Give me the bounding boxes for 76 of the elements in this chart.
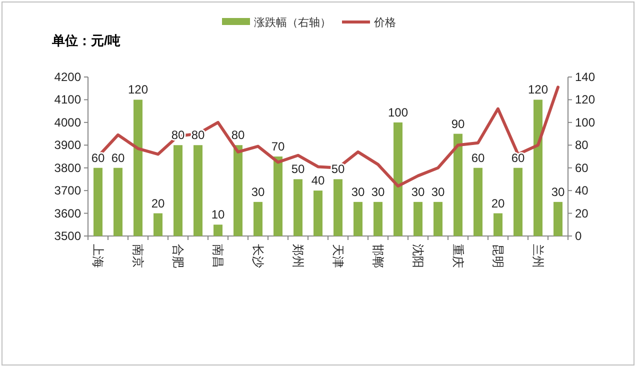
bar: [194, 145, 202, 236]
legend-label: 涨跌幅（右轴）: [254, 16, 331, 29]
x-tick-label: 合肥: [171, 244, 185, 268]
bar: [294, 179, 302, 236]
x-tick-label: 上海: [91, 244, 105, 268]
y-tick-label: 3700: [54, 184, 82, 198]
data-label: 90: [451, 116, 465, 131]
y2-tick-label: 100: [575, 115, 596, 130]
data-label: 60: [511, 150, 525, 165]
x-tick-label: 郑州: [291, 244, 305, 268]
x-tick-label: 南京: [131, 244, 145, 268]
data-label: 30: [371, 184, 385, 199]
data-label: 60: [111, 150, 125, 165]
data-label: 30: [351, 184, 365, 199]
y-tick-label: 4100: [54, 92, 82, 107]
data-label: 40: [311, 174, 325, 188]
data-label: 100: [388, 105, 408, 120]
x-tick-label: 南昌: [211, 244, 225, 268]
bar: [334, 179, 342, 236]
bar: [134, 100, 142, 236]
bar: [554, 202, 562, 236]
data-label: 60: [91, 150, 105, 165]
data-label: 120: [128, 82, 148, 97]
bar: [154, 213, 162, 236]
data-label: 60: [471, 150, 485, 165]
bar: [254, 202, 262, 236]
data-label: 20: [491, 196, 505, 210]
x-tick-label: 重庆: [451, 244, 465, 268]
data-label: 20: [151, 196, 165, 210]
data-label: 30: [431, 184, 445, 199]
x-tick-label: 昆明: [491, 244, 505, 268]
bar: [534, 100, 542, 236]
y2-tick-label: 80: [575, 138, 589, 152]
x-tick-label: 长沙: [251, 244, 265, 268]
bar: [454, 134, 462, 236]
bar: [354, 202, 362, 236]
bar: [274, 156, 282, 236]
data-label: 120: [528, 82, 548, 97]
chart-title: 单位：元/吨: [51, 33, 121, 48]
bar: [114, 168, 122, 236]
y2-tick-label: 40: [575, 184, 589, 198]
y-tick-label: 3900: [54, 138, 82, 152]
bar: [394, 122, 402, 236]
bar: [234, 145, 242, 236]
bar: [314, 190, 322, 236]
bar: [494, 213, 502, 236]
y-tick-label: 4000: [54, 115, 82, 130]
data-label: 50: [291, 162, 305, 176]
bar: [374, 202, 382, 236]
data-label: 30: [551, 184, 565, 199]
y2-tick-label: 0: [575, 229, 582, 243]
bar: [434, 202, 442, 236]
bar: [174, 145, 182, 236]
y2-tick-label: 120: [575, 92, 596, 107]
bar: [514, 168, 522, 236]
y2-tick-label: 20: [575, 206, 589, 220]
x-tick-label: 兰州: [531, 244, 545, 268]
bar: [414, 202, 422, 236]
y-tick-label: 3800: [54, 160, 82, 175]
data-label: 10: [211, 208, 225, 222]
data-label: 70: [271, 140, 285, 154]
y-tick-label: 3500: [54, 229, 82, 243]
x-tick-label: 邯郸: [371, 244, 385, 268]
y-tick-label: 3600: [54, 206, 82, 220]
data-label: 30: [411, 184, 425, 199]
x-tick-label: 沈阳: [411, 244, 425, 268]
bar: [474, 168, 482, 236]
data-label: 80: [231, 128, 245, 142]
legend-label: 价格: [373, 17, 396, 29]
bar: [214, 224, 222, 236]
y2-tick-label: 140: [575, 70, 596, 84]
y2-tick-label: 60: [575, 160, 589, 175]
y-tick-label: 4200: [54, 70, 82, 84]
bar: [94, 168, 102, 236]
data-label: 30: [251, 184, 265, 199]
x-tick-label: 天津: [331, 244, 345, 268]
